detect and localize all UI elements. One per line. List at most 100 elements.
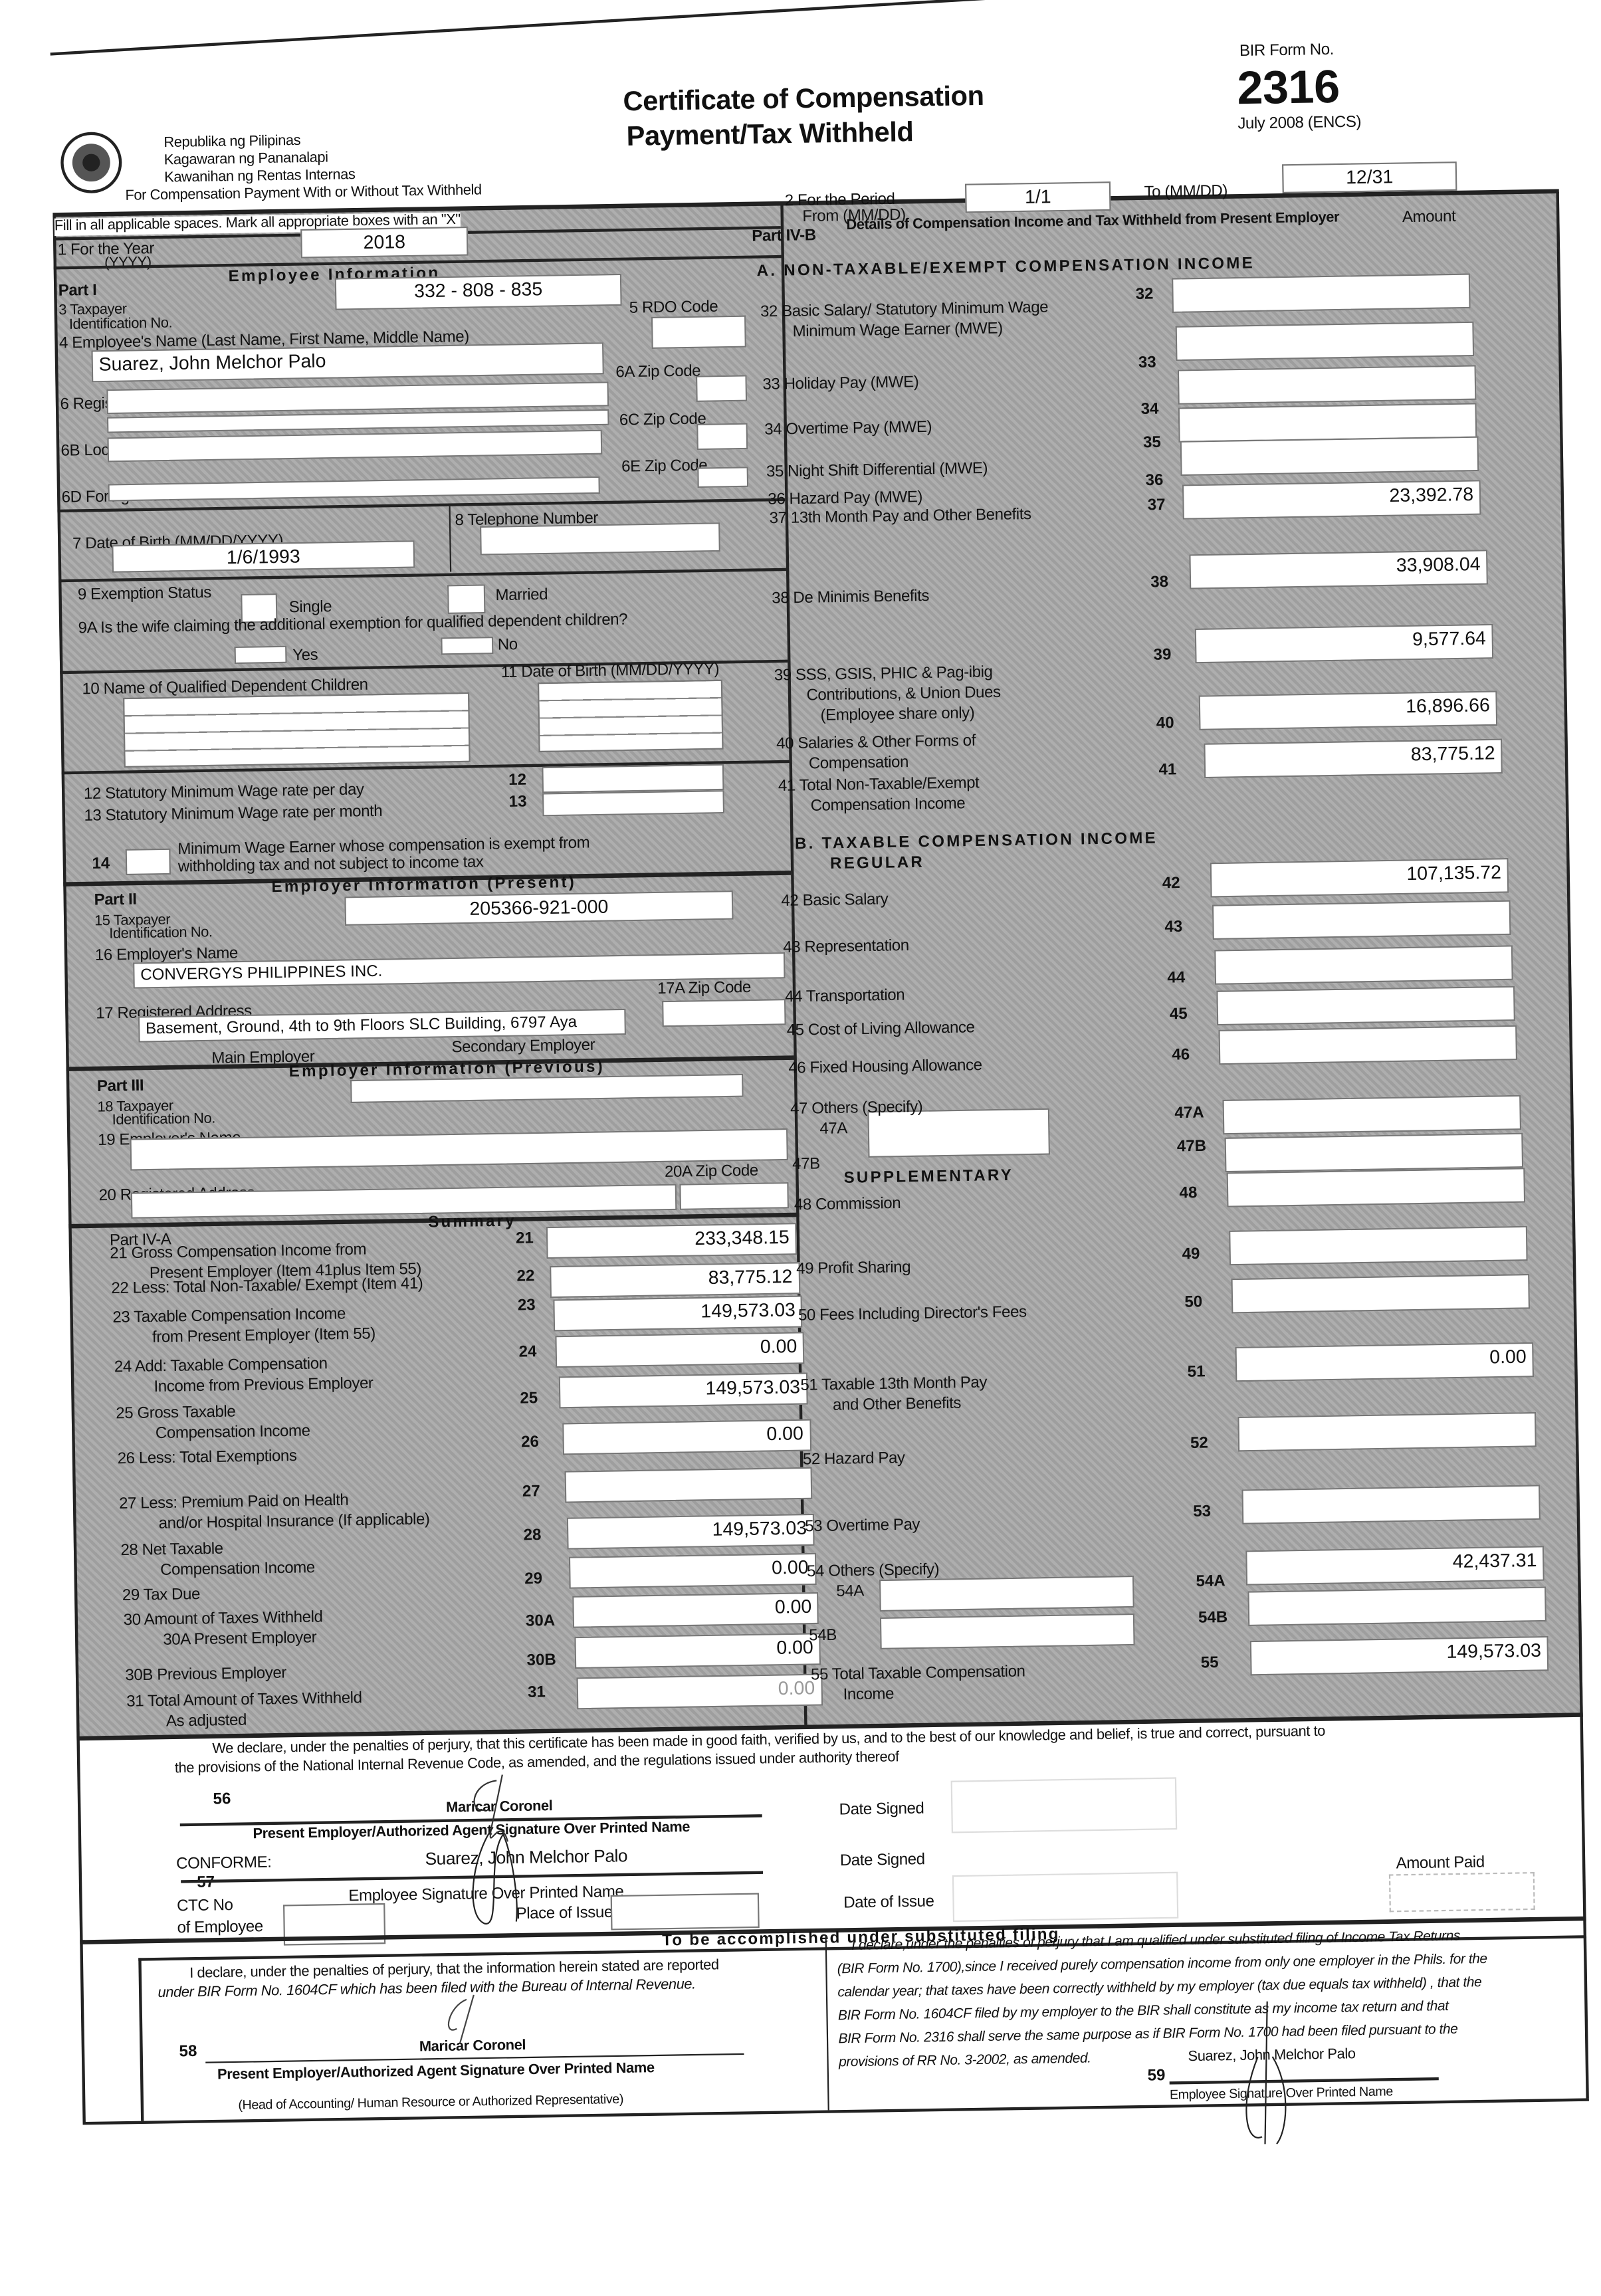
summary-amount-field[interactable]: 233,348.15	[546, 1223, 798, 1259]
period-from-field[interactable]: 1/1	[964, 181, 1111, 213]
summary-amount-field[interactable]: 0.00	[568, 1552, 816, 1589]
tin-sub: Identification No.	[68, 315, 173, 334]
detail-label-cont: Minimum Wage Earner (MWE)	[792, 320, 1003, 341]
of-employee-label: of Employee	[177, 1918, 263, 1937]
zip-6e-field[interactable]	[697, 467, 749, 488]
detail-label: 44 Transportation	[784, 986, 905, 1006]
dependents-dob-field[interactable]	[537, 679, 724, 753]
employee-tin-field[interactable]: 332 - 808 - 835	[334, 273, 622, 310]
detail-amount-field[interactable]: 42,437.31	[1245, 1546, 1545, 1586]
summary-amount-field[interactable]: 0.00	[562, 1419, 811, 1455]
zip-17a-field[interactable]	[661, 999, 786, 1027]
period-to-field[interactable]: 12/31	[1281, 161, 1457, 194]
item-number: 40	[1156, 714, 1174, 733]
detail-label-cont: Contributions, & Union Dues	[806, 684, 1001, 705]
detail-amount-field[interactable]	[1237, 1411, 1537, 1452]
detail-amount-field[interactable]	[1212, 900, 1511, 940]
part4a-title: Summary	[428, 1212, 517, 1232]
detail-amount-field[interactable]	[1180, 436, 1479, 476]
summary-amount-field[interactable]: 0.00	[572, 1592, 819, 1628]
min-wage-day-field[interactable]	[542, 764, 724, 793]
summary-amount-field[interactable]: 83,775.12	[550, 1262, 800, 1299]
summary-label-cont: Compensation Income	[155, 1422, 310, 1443]
dependents-names-field[interactable]	[123, 692, 471, 768]
item-number: 37	[1147, 496, 1166, 514]
item-number: 54A	[1196, 1572, 1226, 1591]
mwe-checkbox[interactable]	[125, 848, 171, 876]
employer-tin-field[interactable]: 205366-921-000	[344, 890, 734, 926]
no-checkbox[interactable]	[441, 636, 494, 655]
rdo-code-label: 5 RDO Code	[629, 298, 718, 318]
summary-amount-field[interactable]: 149,573.03	[553, 1295, 803, 1332]
substituted-right-line: BIR Form No. 1604CF filed by my employer…	[837, 1998, 1449, 2024]
other-54a-specify-field[interactable]	[879, 1575, 1134, 1612]
item-number: 41	[1158, 761, 1177, 780]
summary-amount-field[interactable]: 0.00	[576, 1673, 823, 1710]
detail-amount-field[interactable]	[1216, 986, 1515, 1026]
supplementary-subtitle: SUPPLEMENTARY	[843, 1167, 1014, 1188]
detail-amount-field[interactable]	[1214, 945, 1513, 985]
item-number: 55	[1200, 1654, 1219, 1673]
detail-amount-field[interactable]: 107,135.72	[1210, 858, 1509, 898]
exemption-status-label: 9 Exemption Status	[77, 584, 212, 604]
detail-amount-field[interactable]	[1241, 1485, 1541, 1524]
detail-amount-field[interactable]	[1231, 1273, 1531, 1314]
item-number: 48	[1179, 1184, 1198, 1203]
zip-20a-field[interactable]	[679, 1182, 790, 1210]
item-number: 12	[508, 771, 527, 789]
summary-amount-field[interactable]: 149,573.03	[558, 1372, 808, 1409]
detail-label: 47 Others (Specify)	[790, 1098, 923, 1118]
yes-checkbox[interactable]	[234, 645, 287, 665]
detail-label: 42 Basic Salary	[781, 890, 889, 910]
min-wage-month-field[interactable]	[542, 790, 725, 817]
item-number: 51	[1187, 1363, 1206, 1382]
detail-amount-field[interactable]	[1222, 1095, 1522, 1135]
amount-paid-field[interactable]	[1388, 1872, 1535, 1913]
no-label: No	[497, 636, 518, 655]
detail-amount-field[interactable]: 23,392.78	[1182, 480, 1481, 520]
birth-date-field[interactable]: 1/6/1993	[112, 540, 415, 573]
item-number: 22	[516, 1267, 535, 1286]
zip-6c-field[interactable]	[696, 423, 748, 451]
for-the-year-field[interactable]: 2018	[300, 226, 469, 259]
detail-amount-field[interactable]: 0.00	[1235, 1342, 1535, 1382]
item-number: 42	[1162, 875, 1180, 892]
summary-amount-field[interactable]: 149,573.03	[566, 1513, 815, 1550]
summary-label: 31 Total Amount of Taxes Withheld	[126, 1689, 362, 1711]
detail-amount-field[interactable]	[1247, 1586, 1547, 1627]
detail-amount-field[interactable]	[1229, 1225, 1528, 1266]
detail-amount-field[interactable]	[1226, 1168, 1526, 1207]
item-number: 58	[179, 2043, 197, 2061]
rdo-code-field[interactable]	[651, 315, 746, 349]
detail-amount-field[interactable]: 16,896.66	[1198, 690, 1498, 731]
telephone-field[interactable]	[479, 522, 720, 556]
zip-6a-field[interactable]	[695, 375, 748, 402]
married-checkbox[interactable]	[447, 584, 486, 615]
place-of-issue-field[interactable]	[610, 1893, 760, 1931]
summary-amount-field[interactable]: 0.00	[555, 1332, 805, 1368]
detail-amount-field[interactable]: 33,908.04	[1189, 550, 1488, 589]
detail-amount-field[interactable]	[1172, 273, 1471, 314]
secondary-employer-option[interactable]: Secondary Employer	[451, 1037, 595, 1057]
detail-amount-field[interactable]	[1218, 1025, 1518, 1065]
detail-amount-field[interactable]: 9,577.64	[1194, 623, 1494, 664]
detail-label: 34 Overtime Pay (MWE)	[764, 419, 932, 439]
detail-amount-field[interactable]	[1175, 321, 1475, 362]
summary-label-cont: 30A Present Employer	[163, 1629, 317, 1649]
summary-amount-field[interactable]: 0.00	[574, 1633, 821, 1669]
other-54b-specify-field[interactable]	[879, 1613, 1135, 1650]
detail-amount-field[interactable]: 149,573.03	[1249, 1635, 1549, 1676]
detail-amount-field[interactable]: 83,775.12	[1204, 738, 1503, 779]
amount-header: Amount	[1402, 208, 1456, 227]
zip-6e-label: 6E Zip Code	[621, 457, 708, 476]
detail-amount-field[interactable]	[1224, 1132, 1524, 1173]
substituted-employer-sub: (Head of Accounting/ Human Resource or A…	[238, 2091, 624, 2113]
item-number: 35	[1142, 434, 1162, 452]
detail-label: 40 Salaries & Other Forms of	[776, 732, 976, 754]
dependents-dob-label: 11 Date of Birth (MM/DD/YYYY)	[500, 661, 720, 682]
date-of-issue-field[interactable]	[952, 1871, 1179, 1923]
date-signed-field-1[interactable]	[950, 1777, 1178, 1833]
summary-amount-field[interactable]	[564, 1467, 813, 1503]
detail-amount-field[interactable]	[1177, 365, 1477, 405]
substituted-right-line: provisions of RR No. 3-2002, as amended.	[838, 2050, 1091, 2071]
